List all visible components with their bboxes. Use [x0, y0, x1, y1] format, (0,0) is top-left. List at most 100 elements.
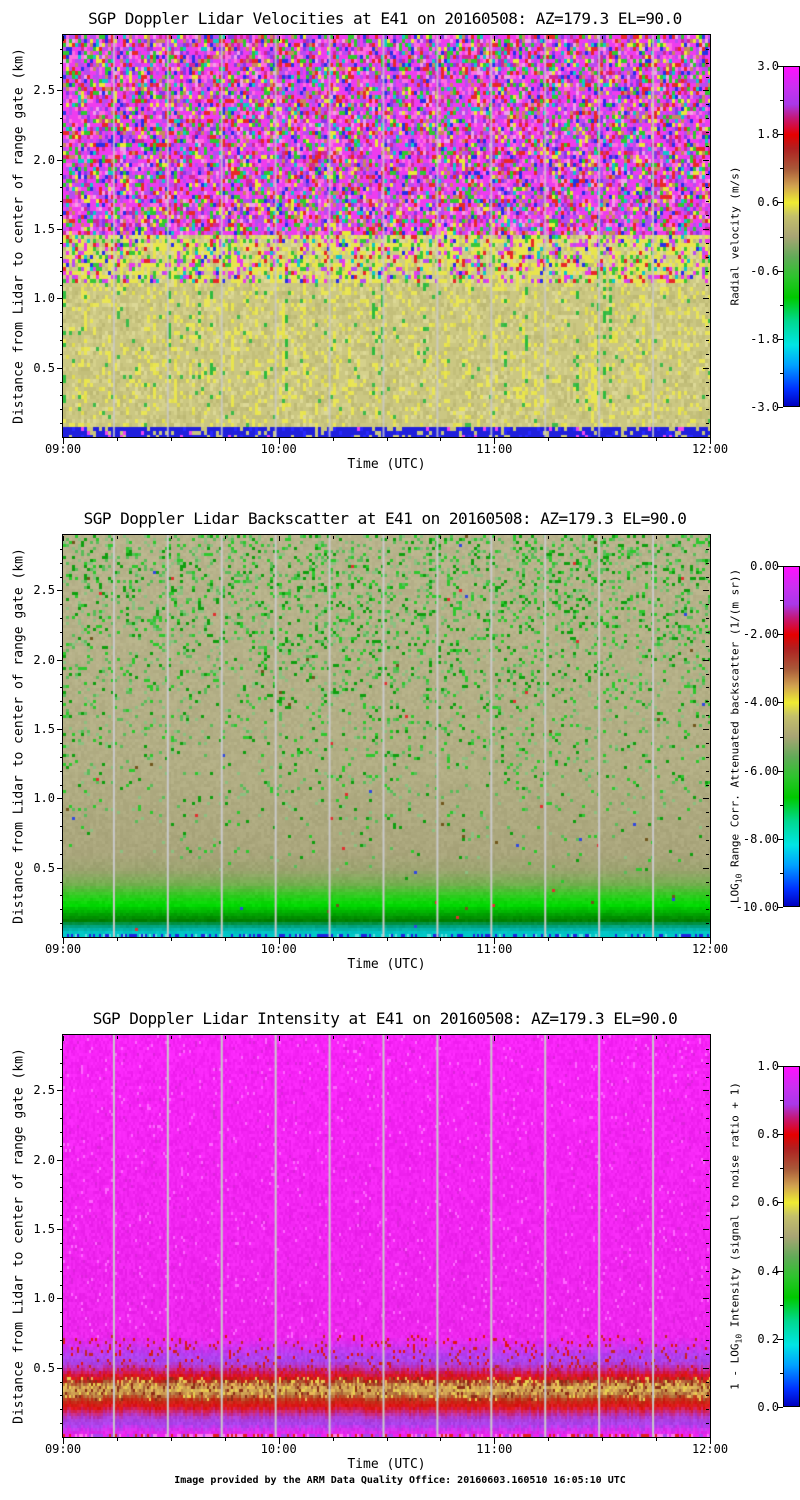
- y-minor-tick: [706, 326, 709, 328]
- colorbar-minor-tick: [780, 804, 783, 806]
- y-tick: [703, 1298, 709, 1300]
- x-tick-label: 11:00: [476, 1442, 513, 1456]
- x-minor-tick: [224, 1438, 226, 1441]
- y-minor-tick: [60, 853, 63, 855]
- y-minor-tick: [60, 201, 63, 203]
- y-minor-tick: [706, 1076, 709, 1078]
- x-tick-label: 12:00: [691, 442, 729, 456]
- y-minor-tick: [60, 1201, 63, 1203]
- x-tick: [63, 1438, 64, 1444]
- colorbar-gradient: [783, 66, 800, 407]
- y-minor-tick: [60, 1132, 63, 1134]
- y-minor-tick: [706, 1201, 709, 1203]
- y-minor-tick: [706, 1187, 709, 1189]
- colorbar-tick-label: 0.4: [757, 1263, 779, 1278]
- x-minor-tick: [116, 438, 118, 441]
- y-minor-tick: [706, 895, 709, 897]
- x-tick: [63, 536, 64, 541]
- y-minor-tick: [60, 839, 63, 841]
- y-minor-tick: [60, 548, 63, 550]
- y-minor-tick: [60, 812, 63, 814]
- y-minor-tick: [706, 1381, 709, 1383]
- x-minor-tick: [224, 536, 226, 539]
- y-tick: [703, 659, 709, 661]
- x-tick: [63, 1036, 64, 1041]
- x-minor-tick: [170, 1036, 172, 1039]
- x-tick: [278, 938, 280, 944]
- y-minor-tick: [60, 701, 63, 703]
- y-minor-tick: [60, 1076, 63, 1078]
- x-minor-tick: [332, 1036, 334, 1039]
- y-minor-tick: [706, 715, 709, 717]
- y-minor-tick: [60, 256, 63, 258]
- y-minor-tick: [706, 1118, 709, 1120]
- colorbar-tick-label: -10.00: [735, 900, 779, 914]
- colorbar-label-suffix: Range Corr. Attenuated backscatter (1/(m…: [728, 568, 742, 874]
- x-minor-tick: [170, 938, 172, 941]
- y-tick-label: 2.0: [33, 152, 55, 167]
- y-tick: [703, 867, 709, 869]
- y-minor-tick: [60, 1423, 63, 1425]
- y-minor-tick: [60, 381, 63, 383]
- colorbar-tick-label: 0.00: [750, 559, 779, 573]
- y-minor-tick: [706, 284, 709, 286]
- y-tick-label: 2.5: [33, 583, 55, 598]
- y-minor-tick: [706, 1284, 709, 1286]
- y-tick-label: 2.0: [33, 652, 55, 667]
- y-tick: [703, 90, 709, 92]
- x-tick: [494, 938, 496, 944]
- y-minor-tick: [60, 562, 63, 564]
- x-minor-tick: [548, 938, 550, 941]
- x-tick: [494, 536, 496, 541]
- y-minor-tick: [706, 839, 709, 841]
- x-minor-tick: [440, 36, 442, 39]
- y-minor-tick: [706, 548, 709, 550]
- colorbar-tick: [777, 1134, 783, 1136]
- colorbar-tick: [777, 1270, 783, 1272]
- y-minor-tick: [706, 173, 709, 175]
- y-minor-tick: [706, 242, 709, 244]
- colorbar-minor-tick: [780, 304, 783, 306]
- y-minor-tick: [60, 132, 63, 134]
- y-minor-tick: [60, 715, 63, 717]
- y-tick: [703, 590, 709, 592]
- colorbar-tick-label: -6.00: [742, 763, 779, 778]
- y-minor-tick: [706, 1256, 709, 1258]
- y-minor-tick: [60, 826, 63, 828]
- x-minor-tick: [602, 938, 604, 941]
- y-minor-tick: [706, 381, 709, 383]
- x-minor-tick: [440, 938, 442, 941]
- colorbar-tick: [777, 702, 783, 704]
- x-minor-tick: [224, 36, 226, 39]
- x-tick-label: 11:00: [476, 942, 513, 956]
- y-minor-tick: [706, 742, 709, 744]
- y-minor-tick: [60, 1312, 63, 1314]
- y-minor-tick: [706, 909, 709, 911]
- colorbar-minor-tick: [780, 1372, 783, 1374]
- colorbar-minor-tick: [780, 872, 783, 874]
- colorbar-tick-label: 0.6: [757, 195, 779, 210]
- y-tick-label: 0.5: [33, 860, 55, 875]
- y-tick: [57, 798, 63, 800]
- colorbar-minor-tick: [780, 100, 783, 102]
- x-minor-tick: [440, 1438, 442, 1441]
- panel-intensity: SGP Doppler Lidar Intensity at E41 on 20…: [0, 1000, 800, 1500]
- colorbar-tick: [777, 134, 783, 136]
- y-minor-tick: [706, 409, 709, 411]
- y-minor-tick: [706, 118, 709, 120]
- x-minor-tick: [116, 1438, 118, 1441]
- x-minor-tick: [116, 36, 118, 39]
- x-minor-tick: [548, 1036, 550, 1039]
- colorbar-label-text: 1 - LOG: [728, 1343, 742, 1390]
- y-minor-tick: [706, 256, 709, 258]
- x-minor-tick: [224, 438, 226, 441]
- panel-velocities: SGP Doppler Lidar Velocities at E41 on 2…: [0, 0, 800, 500]
- colorbar-minor-tick: [780, 236, 783, 238]
- y-minor-tick: [60, 1173, 63, 1175]
- y-minor-tick: [60, 687, 63, 689]
- x-tick-label: 12:00: [691, 1442, 729, 1456]
- x-minor-tick: [386, 36, 388, 39]
- y-minor-tick: [706, 770, 709, 772]
- y-minor-tick: [706, 618, 709, 620]
- panel-title: SGP Doppler Lidar Velocities at E41 on 2…: [88, 9, 682, 28]
